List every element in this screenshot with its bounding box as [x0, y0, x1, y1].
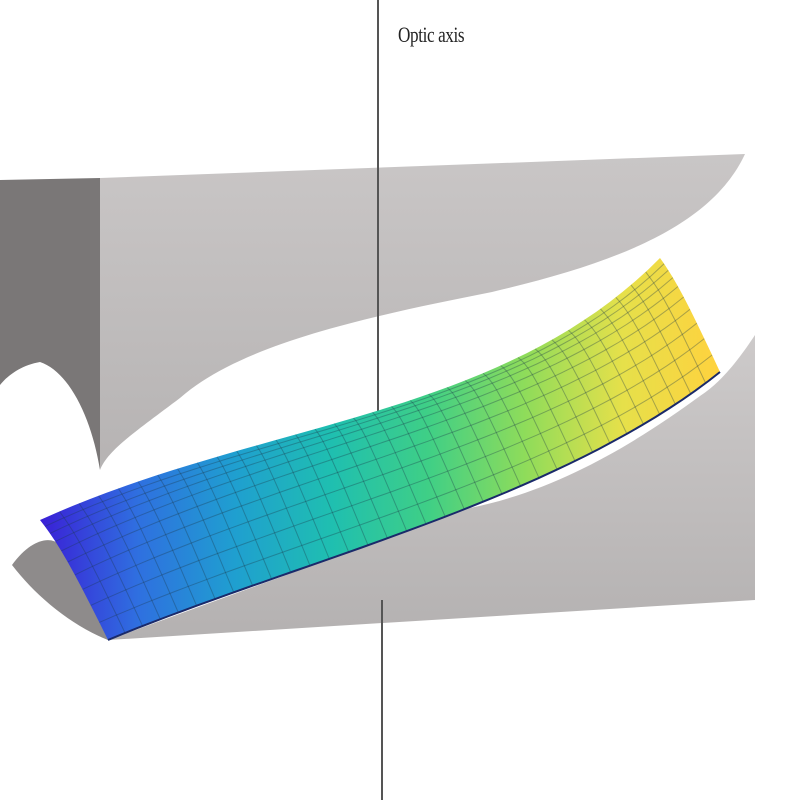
mesh-line-transverse — [157, 474, 216, 600]
mesh-line-longitudinal — [74, 308, 691, 576]
mesh-line-transverse — [482, 372, 540, 479]
mesh-line-transverse — [584, 319, 644, 425]
mesh-line-transverse — [59, 511, 126, 634]
mesh-line-transverse — [216, 456, 273, 580]
lower-sheet-end — [12, 540, 108, 640]
upper-sheet — [0, 154, 745, 470]
mesh-line-longitudinal — [49, 269, 669, 534]
upper-sheet-side — [0, 178, 100, 470]
optic-axis-label: Optic axis — [398, 22, 465, 47]
mesh-line-transverse — [353, 417, 408, 532]
index-surface-mesh — [44, 263, 713, 634]
upper-sheet-face — [100, 154, 745, 470]
mesh-line-longitudinal — [67, 296, 685, 563]
mesh-line-transverse — [314, 428, 369, 546]
mesh-line-transverse — [117, 488, 179, 613]
mesh-line-transverse — [333, 423, 388, 539]
index-surface-edge — [107, 371, 721, 641]
mesh-line-transverse — [517, 357, 576, 462]
mesh-line-transverse — [428, 393, 484, 502]
mesh-line-transverse — [255, 445, 311, 566]
mesh-line-longitudinal — [44, 263, 665, 527]
mesh-line-transverse — [295, 434, 350, 553]
mesh-line-transverse — [391, 406, 446, 517]
mesh-line-transverse — [645, 271, 707, 384]
lower-sheet — [12, 335, 755, 640]
lower-sheet-face — [108, 335, 755, 640]
mesh-line-longitudinal — [82, 322, 698, 590]
mesh-line-transverse — [600, 308, 661, 415]
mesh-line-transverse — [446, 387, 503, 495]
mesh-line-transverse — [177, 468, 235, 593]
mesh-line-transverse — [137, 481, 198, 606]
mesh-line-transverse — [78, 503, 144, 627]
mesh-line-transverse — [630, 284, 692, 395]
mesh-line-longitudinal — [90, 338, 705, 606]
mesh-line-transverse — [551, 339, 611, 444]
mesh-line-transverse — [372, 411, 427, 525]
mesh-line-transverse — [196, 462, 254, 586]
mesh-line-transverse — [275, 439, 330, 560]
mesh-line-longitudinal — [60, 286, 679, 552]
mesh-line-transverse — [464, 380, 522, 487]
mesh-line-transverse — [615, 296, 676, 405]
mesh-line-transverse — [500, 365, 558, 470]
mesh-line-longitudinal — [55, 277, 674, 542]
mesh-line-transverse — [236, 450, 292, 573]
mesh-line-transverse — [98, 495, 161, 620]
mesh-line-transverse — [409, 399, 465, 510]
index-surface — [40, 258, 721, 641]
mesh-line-transverse — [534, 348, 594, 453]
mesh-line-transverse — [568, 329, 628, 435]
mesh-line-longitudinal — [99, 354, 713, 623]
index-surface-fill — [40, 258, 720, 640]
